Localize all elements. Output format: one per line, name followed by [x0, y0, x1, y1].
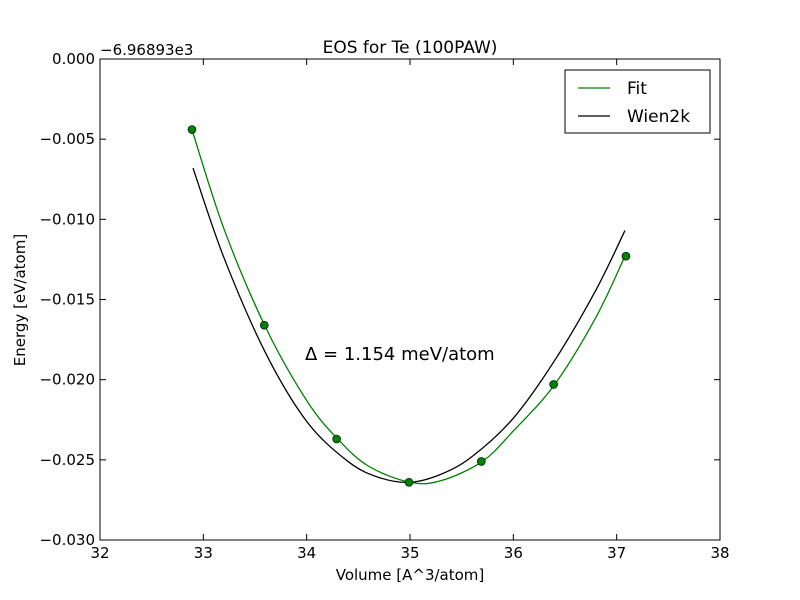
legend-label-wien2k: Wien2k [627, 107, 690, 127]
legend-box [564, 69, 711, 134]
y-offset-label: −6.96893e3 [100, 41, 193, 59]
x-tick-label: 38 [710, 544, 729, 562]
x-tick-label: 37 [607, 544, 626, 562]
chart-title: EOS for Te (100PAW) [323, 38, 498, 58]
series-layer [187, 125, 631, 487]
x-tick-label: 34 [297, 544, 316, 562]
x-tick-label: 33 [194, 544, 213, 562]
delta-annotation: Δ = 1.154 meV/atom [305, 344, 495, 365]
data-point-5 [549, 380, 558, 389]
data-point-1 [259, 320, 269, 330]
legend: Fit Wien2k [564, 69, 711, 134]
y-tick-label: 0.000 [52, 50, 95, 68]
data-point-3 [404, 477, 414, 487]
y-axis-label: Energy [eV/atom] [11, 234, 29, 366]
legend-label-fit: Fit [627, 79, 647, 99]
x-axis-label: Volume [A^3/atom] [336, 566, 485, 584]
y-tick-label: −0.010 [39, 210, 95, 228]
plot-frame [99, 58, 721, 541]
data-point-6 [621, 251, 631, 261]
y-tick-label: −0.030 [39, 531, 95, 549]
x-tick-label: 36 [504, 544, 523, 562]
axis-ticks: 32 33 34 35 36 37 38 0.000 −0.005 −0.010 −0.015 −0.… [39, 50, 729, 562]
x-tick-label: 32 [90, 544, 109, 562]
y-tick-label: −0.005 [39, 130, 95, 148]
data-point-2 [332, 434, 341, 444]
data-point-0 [187, 125, 197, 134]
x-tick-label: 35 [400, 544, 419, 562]
y-tick-label: −0.025 [39, 451, 95, 469]
data-point-4 [476, 457, 486, 466]
y-tick-label: −0.020 [39, 371, 95, 389]
y-tick-label: −0.015 [39, 291, 95, 309]
